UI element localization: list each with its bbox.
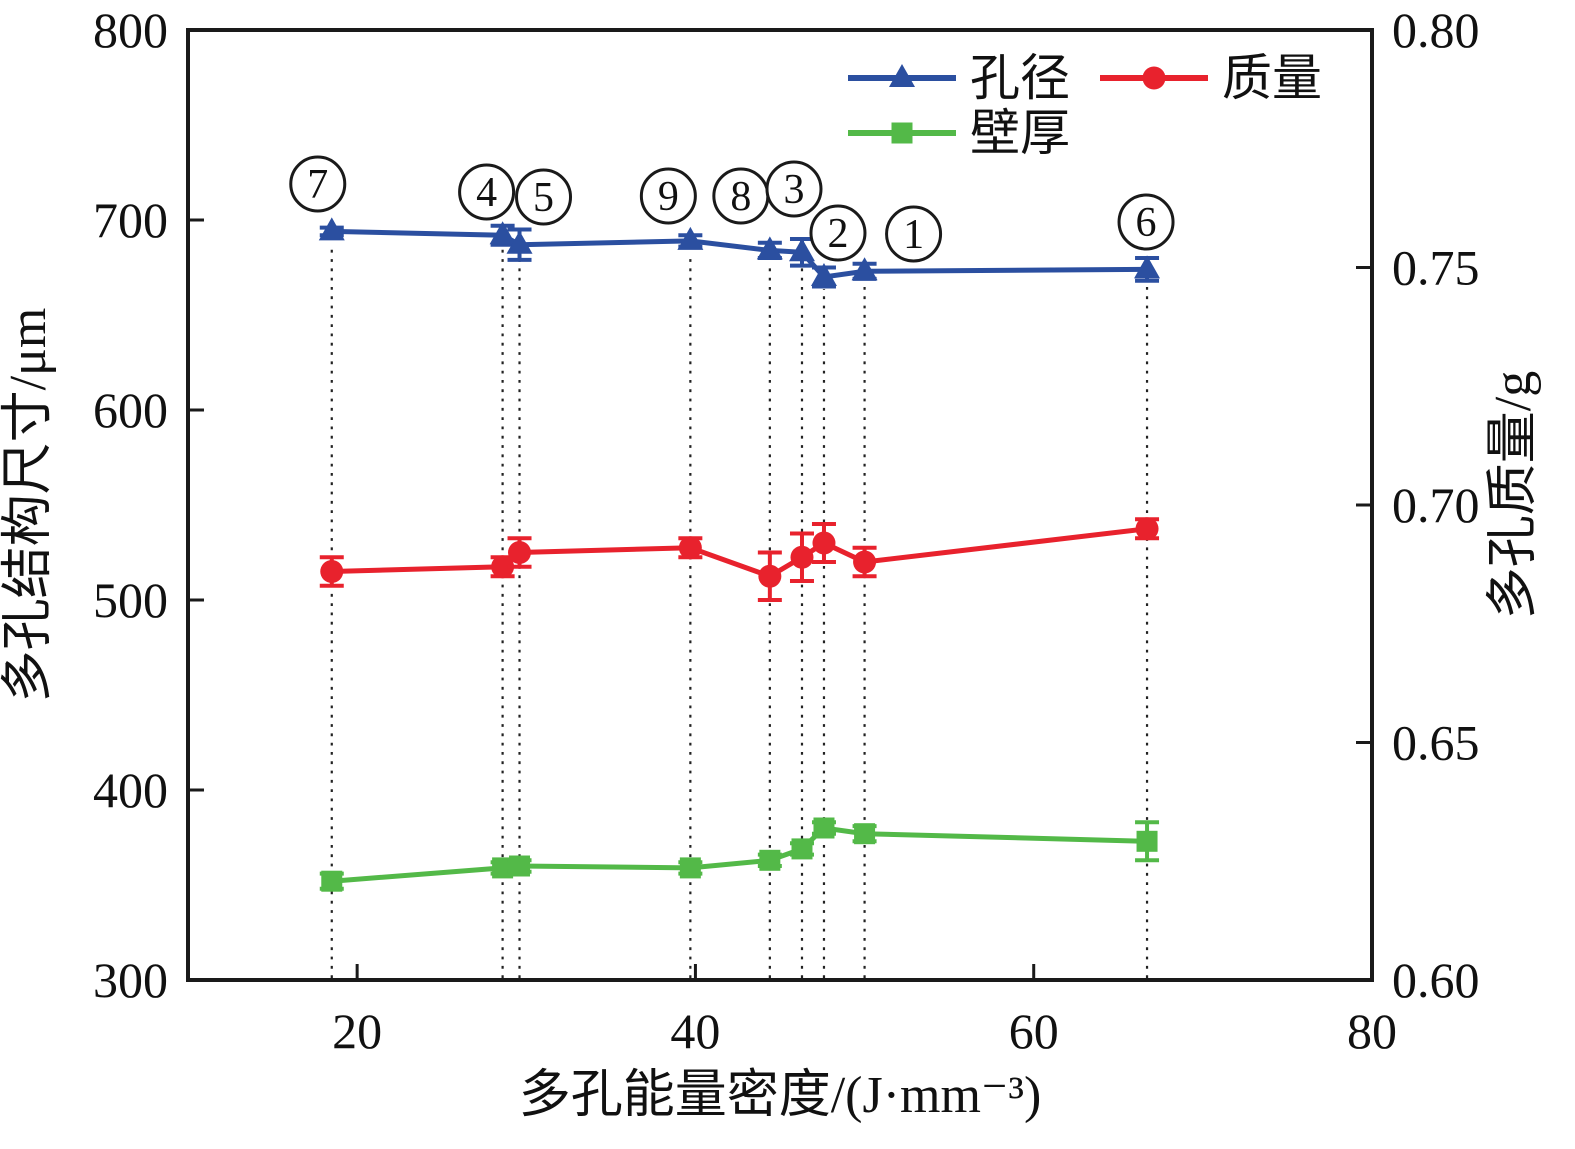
annotation-digit: 6: [1136, 200, 1157, 246]
right-y-axis-title: 多孔质量/g: [1485, 371, 1542, 619]
annotation-circle: [458, 163, 516, 221]
data-point-marker-pore_diameter: [318, 217, 345, 241]
left-y-axis-tick-label: 300: [93, 952, 168, 1008]
annotation-digit: 5: [533, 175, 554, 221]
legend-item-pore_diameter: 孔径: [848, 50, 1070, 106]
point-annotation: 9: [639, 167, 697, 225]
right-y-axis-tick-label: 0.60: [1392, 952, 1480, 1008]
annotation-circle: [515, 168, 573, 226]
x-axis-tick-label: 20: [332, 1003, 382, 1059]
annotation-digit: 3: [783, 167, 804, 213]
annotation-digit: 4: [476, 170, 497, 216]
point-annotation: 7: [289, 155, 347, 213]
left-y-axis-tick-label: 700: [93, 192, 168, 248]
point-annotation: 6: [1117, 193, 1175, 251]
guide-lines-layer: [330, 243, 1149, 978]
left-y-axis-title: 多孔结构尺寸/μm: [0, 308, 57, 703]
data-point-marker-mass: [491, 555, 515, 579]
annotations-layer: 7 4 5 9 8 32 1 6: [289, 155, 1175, 263]
annotation-circle: [885, 205, 943, 263]
x-axis-title: 多孔能量密度/(J·mm⁻³): [519, 1067, 1042, 1124]
x-axis-tick-label: 80: [1347, 1003, 1397, 1059]
legend-item-wall_thickness: 壁厚: [848, 105, 1070, 161]
series-line-mass: [331, 526, 1148, 579]
legend-label: 孔径: [970, 50, 1070, 106]
annotation-circle: [765, 160, 823, 218]
series-layer: [318, 217, 1161, 892]
series-line-pore_diameter: [331, 228, 1148, 280]
point-annotation: 5: [515, 168, 573, 226]
annotation-circle: [1117, 193, 1175, 251]
data-point-marker-wall_thickness: [509, 855, 531, 877]
left-y-axis-tick-label: 500: [93, 572, 168, 628]
data-point-marker-mass: [812, 531, 836, 555]
series-mass: [319, 517, 1160, 602]
data-point-marker-pore_diameter: [1134, 255, 1161, 279]
right-y-axis-tick-label: 0.65: [1392, 715, 1480, 771]
annotation-digit: 1: [903, 212, 924, 258]
annotation-circle: [809, 204, 867, 262]
point-annotation: 2: [809, 204, 867, 262]
legend-marker-square: [891, 122, 913, 144]
data-point-marker-pore_diameter: [788, 238, 815, 262]
data-point-marker-wall_thickness: [321, 870, 343, 892]
data-point-marker-wall_thickness: [679, 857, 701, 879]
annotation-digit: 8: [730, 174, 751, 220]
legend-item-mass: 质量: [1100, 50, 1322, 106]
left-y-axis-tick-label: 800: [93, 2, 168, 58]
point-annotation: 1: [885, 205, 943, 263]
right-y-axis-tick-label: 0.80: [1392, 2, 1480, 58]
legend-marker-circle: [1142, 66, 1166, 90]
data-point-marker-pore_diameter: [489, 221, 516, 245]
point-annotation: 3: [765, 160, 823, 218]
x-axis-tick-label: 60: [1009, 1003, 1059, 1059]
data-point-marker-mass: [320, 560, 344, 583]
point-annotation: 4: [458, 163, 516, 221]
annotation-digit: 2: [827, 211, 848, 257]
left-y-axis-tick-label: 400: [93, 762, 168, 818]
point-annotation: 8: [712, 167, 770, 225]
data-point-marker-mass: [678, 536, 702, 560]
annotation-circle: [639, 167, 697, 225]
data-point-marker-pore_diameter: [506, 230, 533, 254]
data-point-marker-pore_diameter: [677, 226, 704, 250]
legend-marker-triangle: [889, 64, 915, 87]
data-point-marker-pore_diameter: [851, 257, 878, 281]
data-point-marker-wall_thickness: [854, 823, 876, 845]
data-point-marker-pore_diameter: [810, 263, 837, 286]
data-point-marker-mass: [853, 550, 877, 574]
annotation-digit: 9: [658, 174, 679, 220]
right-y-axis-tick-label: 0.70: [1392, 477, 1480, 533]
x-axis-tick-label: 40: [670, 1003, 720, 1059]
series-pore_diameter: [318, 217, 1161, 289]
axes-layer: 20 40 60 80 300 400 500 600 700 800 0.60 0.65 0.70 0.…: [93, 2, 1480, 1059]
data-point-marker-mass: [508, 541, 532, 564]
data-point-marker-wall_thickness: [813, 817, 835, 839]
right-y-axis-tick-label: 0.75: [1392, 240, 1480, 296]
data-point-marker-wall_thickness: [1136, 830, 1158, 852]
data-point-marker-wall_thickness: [791, 838, 813, 860]
data-point-marker-mass: [790, 545, 814, 569]
data-point-marker-pore_diameter: [756, 236, 783, 260]
series-line-wall_thickness: [331, 825, 1148, 884]
left-y-axis-tick-label: 600: [93, 382, 168, 438]
annotation-digit: 7: [307, 162, 328, 208]
series-wall_thickness: [319, 817, 1160, 892]
data-point-marker-wall_thickness: [759, 849, 781, 871]
data-point-marker-mass: [1135, 517, 1159, 541]
legend-label: 质量: [1222, 50, 1322, 106]
annotation-circle: [289, 155, 347, 213]
data-point-marker-mass: [758, 564, 782, 588]
legend-label: 壁厚: [970, 105, 1070, 161]
